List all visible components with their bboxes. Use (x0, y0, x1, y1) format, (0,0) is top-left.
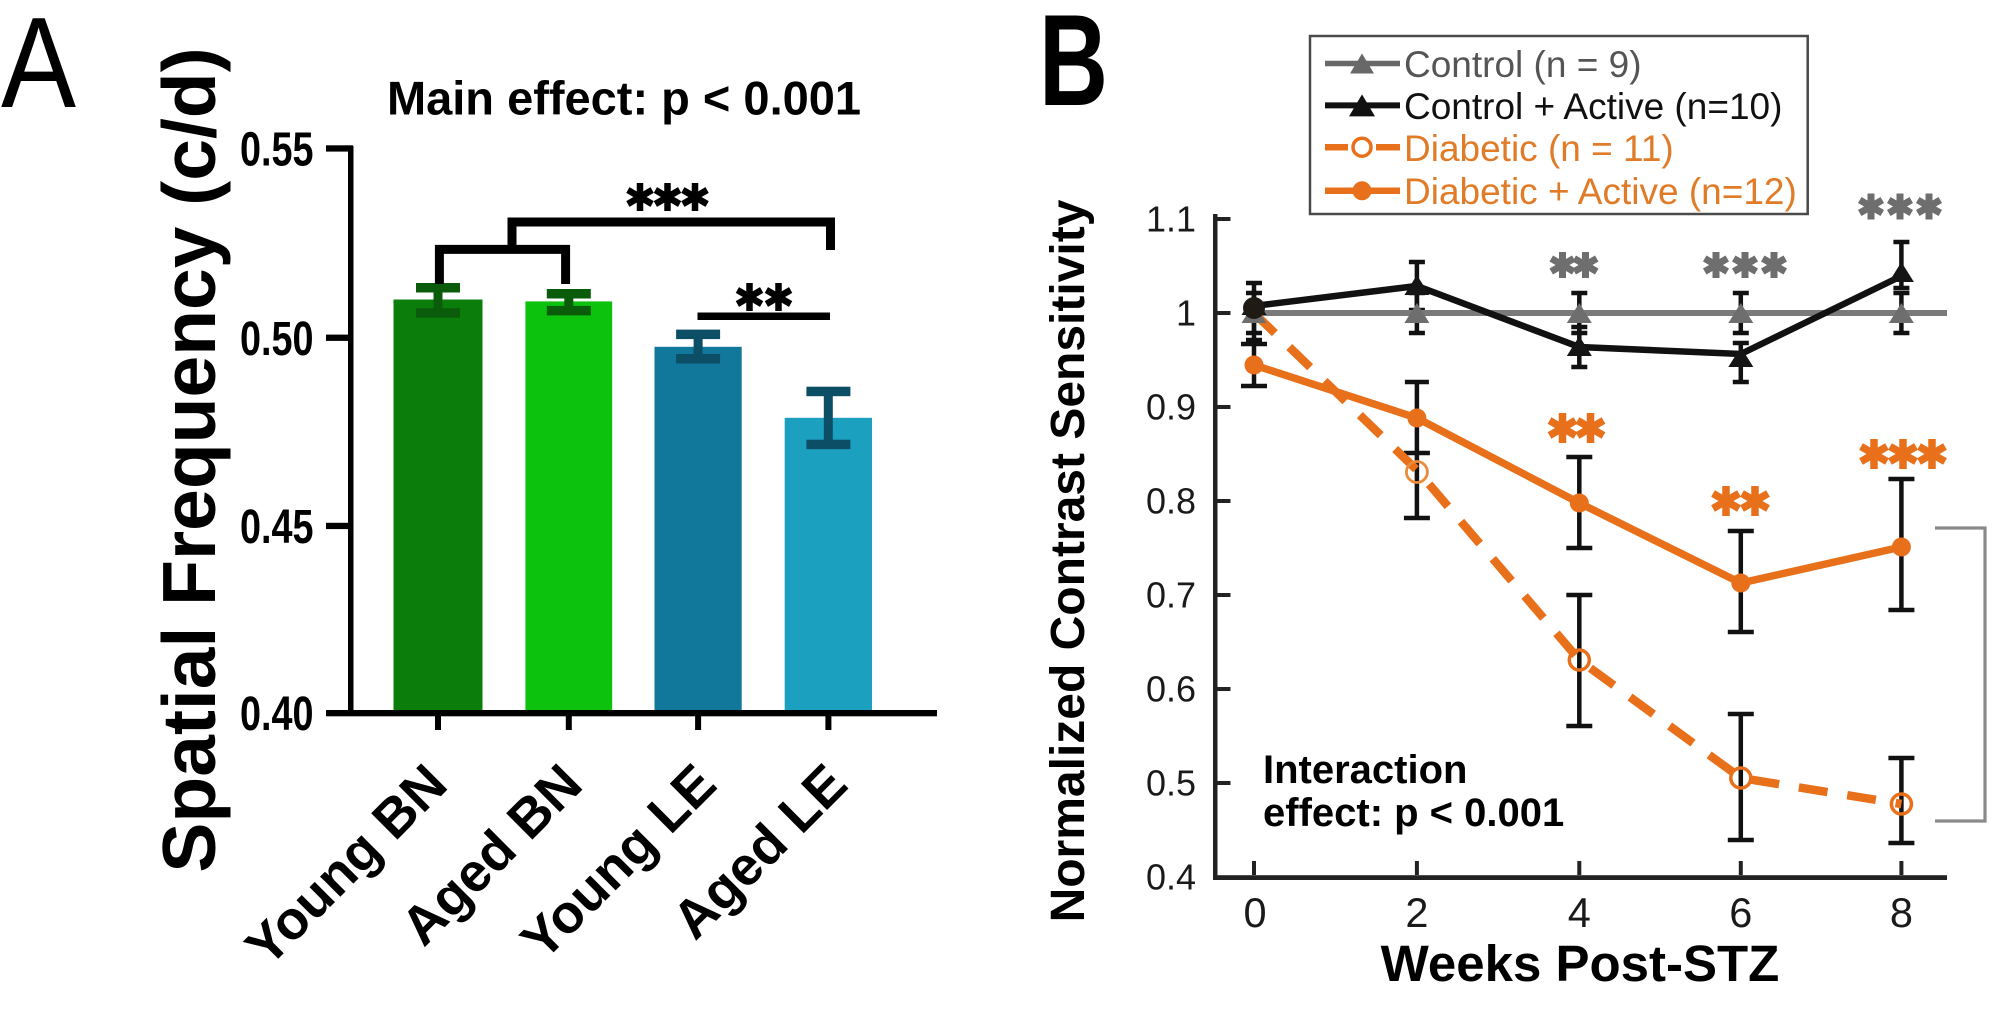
svg-text:Weeks Post-STZ: Weeks Post-STZ (1381, 935, 1780, 992)
svg-text:4: 4 (1568, 889, 1591, 936)
svg-text:A: A (1, 0, 76, 135)
svg-text:1: 1 (1176, 293, 1196, 334)
svg-text:Interaction: Interaction (1263, 748, 1467, 792)
svg-text:0.5: 0.5 (1146, 763, 1196, 804)
svg-text:Main effect: p < 0.001: Main effect: p < 0.001 (387, 72, 861, 125)
svg-text:0.4: 0.4 (1146, 857, 1196, 898)
svg-text:0.9: 0.9 (1146, 387, 1196, 428)
svg-text:1.1: 1.1 (1146, 199, 1196, 240)
svg-text:0: 0 (1243, 889, 1266, 936)
svg-text:Normalized Contrast Sensitivit: Normalized Contrast Sensitivity (1042, 199, 1095, 922)
svg-text:0.8: 0.8 (1146, 481, 1196, 522)
svg-text:0.40: 0.40 (240, 688, 314, 741)
svg-text:0.50: 0.50 (240, 313, 314, 366)
svg-text:6: 6 (1729, 889, 1752, 936)
svg-text:Diabetic + Active (n=12): Diabetic + Active (n=12) (1404, 171, 1797, 212)
svg-text:0.45: 0.45 (240, 501, 314, 554)
svg-text:Control (n = 9): Control (n = 9) (1404, 44, 1642, 85)
svg-text:Control + Active (n=10): Control + Active (n=10) (1404, 86, 1782, 127)
svg-text:Spatial Frequency (c/d): Spatial Frequency (c/d) (147, 47, 231, 872)
svg-text:8: 8 (1890, 889, 1913, 936)
svg-text:0.55: 0.55 (240, 123, 314, 176)
svg-text:effect: p < 0.001: effect: p < 0.001 (1263, 791, 1564, 835)
svg-text:0.7: 0.7 (1146, 575, 1196, 616)
svg-text:0.6: 0.6 (1146, 669, 1196, 710)
svg-text:Diabetic (n = 11): Diabetic (n = 11) (1404, 128, 1674, 169)
svg-text:2: 2 (1405, 889, 1428, 936)
svg-text:B: B (1039, 0, 1108, 133)
